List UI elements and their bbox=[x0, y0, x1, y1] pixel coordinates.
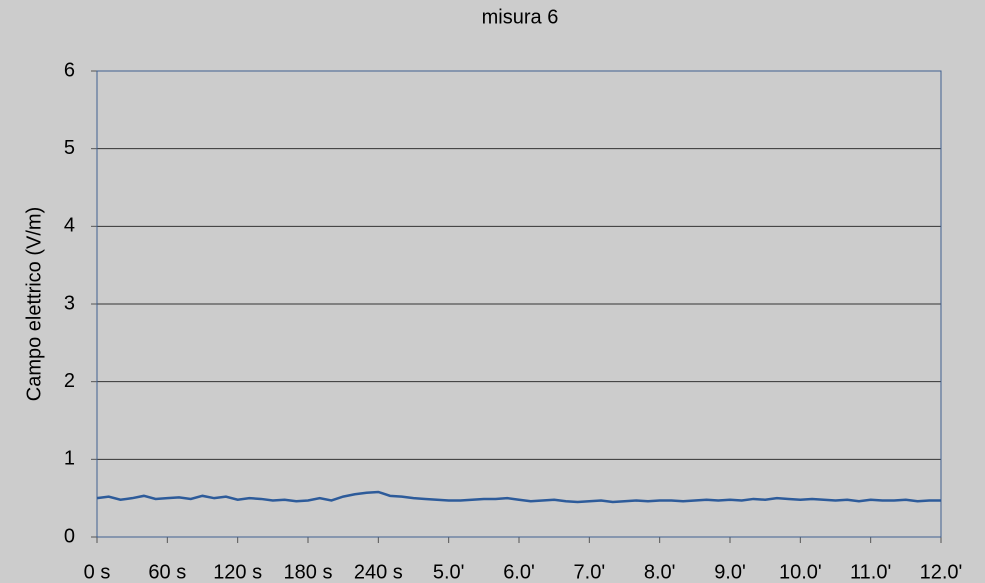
x-tick-label: 0 s bbox=[84, 561, 111, 583]
x-tick-label: 11.0' bbox=[850, 561, 891, 583]
x-tick-label: 10.0' bbox=[779, 561, 822, 583]
x-tick-label: 8.0' bbox=[644, 561, 676, 583]
x-tick-label: 9.0' bbox=[714, 561, 746, 583]
y-tick-label: 0 bbox=[64, 525, 75, 547]
y-tick-label: 1 bbox=[64, 448, 75, 470]
data-line bbox=[96, 490, 941, 504]
plot-border bbox=[96, 70, 942, 538]
y-tick-label: 4 bbox=[64, 215, 75, 237]
x-tick-label: 180 s bbox=[284, 561, 333, 583]
y-tick-label: 3 bbox=[64, 292, 75, 314]
y-tick-label: 5 bbox=[64, 137, 75, 159]
x-tick-label: 12.0' bbox=[920, 561, 963, 583]
y-tick-label: 6 bbox=[64, 59, 75, 81]
x-tick-label: 6.0' bbox=[503, 561, 535, 583]
y-tick-label: 2 bbox=[64, 370, 75, 392]
y-axis-label: Campo elettrico (V/m) bbox=[23, 207, 45, 402]
x-tick-label: 60 s bbox=[148, 561, 186, 583]
chart-title: misura 6 bbox=[482, 6, 559, 28]
x-tick-label: 120 s bbox=[213, 561, 262, 583]
x-tick-label: 240 s bbox=[354, 561, 403, 583]
x-tick-label: 5.0' bbox=[433, 561, 465, 583]
x-tick-label: 7.0' bbox=[574, 561, 606, 583]
